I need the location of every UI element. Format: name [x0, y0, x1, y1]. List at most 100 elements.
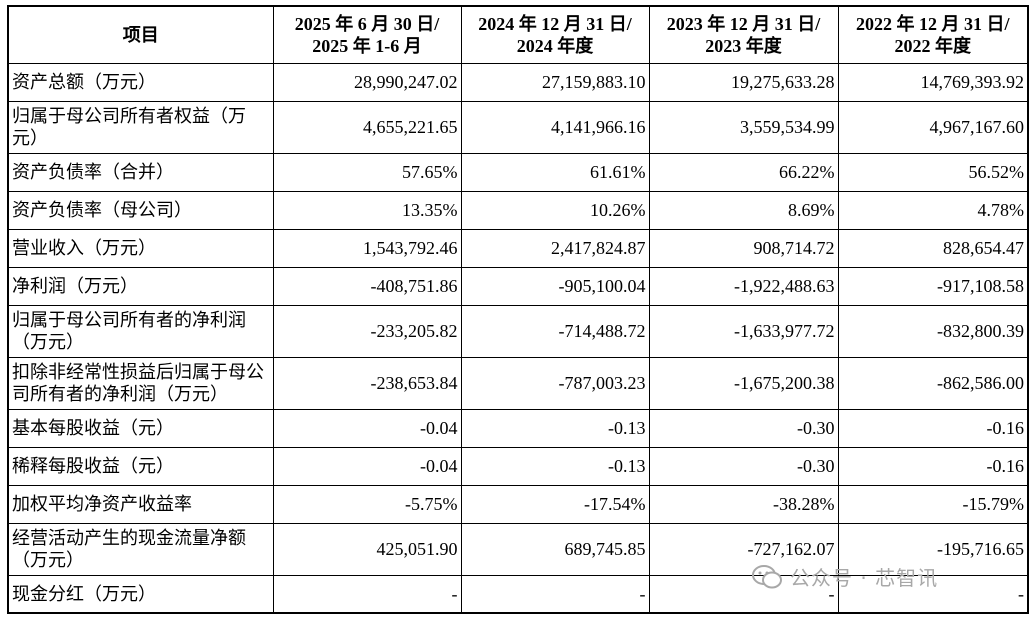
- table-row: 资产负债率（合并） 57.65% 61.61% 66.22% 56.52%: [7, 152, 1029, 192]
- value-cell: 4,141,966.16: [460, 100, 650, 154]
- value-cell: 56.52%: [837, 152, 1029, 192]
- value-cell: 61.61%: [460, 152, 650, 192]
- table-row: 归属于母公司所有者的净利润（万元） -233,205.82 -714,488.72-…: [7, 304, 1029, 358]
- value-cell: 27,159,883.10: [460, 62, 650, 102]
- header-text: 2022 年度: [894, 35, 972, 56]
- header-text: 2025 年 1-6 月: [312, 35, 422, 56]
- watermark: 公众号 · 芯智讯: [752, 562, 938, 591]
- value-cell: -1,922,488.63: [648, 266, 839, 306]
- value-cell: 689,745.85: [460, 522, 650, 576]
- row-label: 现金分红（万元）: [7, 574, 274, 614]
- value-cell: -1,675,200.38: [648, 356, 839, 410]
- value-cell: 4,655,221.65: [272, 100, 462, 154]
- value-cell: 28,990,247.02: [272, 62, 462, 102]
- table-row: 资产总额（万元） 28,990,247.02 27,159,883.10 19,275…: [7, 62, 1029, 102]
- header-cell: 2022 年 12 月 31 日/2022 年度: [837, 5, 1029, 64]
- value-cell: -195,716.65: [837, 522, 1029, 576]
- row-label: 扣除非经常性损益后归属于母公司所有者的净利润（万元）: [7, 356, 274, 410]
- table-row: 现金分红（万元） - - - -: [7, 574, 1029, 614]
- table-row: 经营活动产生的现金流量净额（万元） 425,051.90 689,745.85 -72…: [7, 522, 1029, 576]
- table-row: 归属于母公司所有者权益（万元） 4,655,221.65 4,141,966.16 3…: [7, 100, 1029, 154]
- row-label: 资产负债率（合并）: [7, 152, 274, 192]
- value-cell: 3,559,534.99: [648, 100, 839, 154]
- table-wrap: 项目 2025 年 6 月 30 日/2025 年 1-6 月 2024 年 12 …: [7, 5, 1029, 614]
- value-cell: 2,417,824.87: [460, 228, 650, 268]
- value-cell: -: [272, 574, 462, 614]
- value-cell: 908,714.72: [648, 228, 839, 268]
- value-cell: -0.16: [837, 408, 1029, 448]
- table-body: 资产总额（万元） 28,990,247.02 27,159,883.10 19,275…: [7, 62, 1029, 614]
- header-text: 2024 年 12 月 31 日/: [478, 13, 632, 34]
- row-label: 加权平均净资产收益率: [7, 484, 274, 524]
- table-row: 稀释每股收益（元） -0.04 -0.13 -0.30 -0.16: [7, 446, 1029, 486]
- table-row: 营业收入（万元） 1,543,792.46 2,417,824.87 908,714.…: [7, 228, 1029, 268]
- value-cell: 14,769,393.92: [837, 62, 1029, 102]
- value-cell: 1,543,792.46: [272, 228, 462, 268]
- value-cell: -38.28%: [648, 484, 839, 524]
- row-label: 资产总额（万元）: [7, 62, 274, 102]
- header-text: 2022 年 12 月 31 日/: [855, 13, 1010, 34]
- value-cell: -: [460, 574, 650, 614]
- value-cell: 57.65%: [272, 152, 462, 192]
- value-cell: 66.22%: [648, 152, 839, 192]
- value-cell: -0.30: [648, 408, 839, 448]
- value-cell: -5.75%: [272, 484, 462, 524]
- value-cell: -1,633,977.72: [648, 304, 839, 358]
- value-cell: 4.78%: [837, 190, 1029, 230]
- financial-table: 项目 2025 年 6 月 30 日/2025 年 1-6 月 2024 年 12 …: [7, 5, 1029, 614]
- value-cell: 13.35%: [272, 190, 462, 230]
- row-label: 净利润（万元）: [7, 266, 274, 306]
- value-cell: 10.26%: [460, 190, 650, 230]
- value-cell: -17.54%: [460, 484, 650, 524]
- value-cell: 4,967,167.60: [837, 100, 1029, 154]
- header-row: 项目 2025 年 6 月 30 日/2025 年 1-6 月 2024 年 12 …: [7, 5, 1029, 64]
- row-label: 经营活动产生的现金流量净额（万元）: [7, 522, 274, 576]
- row-label: 营业收入（万元）: [7, 228, 274, 268]
- value-cell: -: [648, 574, 839, 614]
- value-cell: 828,654.47: [837, 228, 1029, 268]
- row-label: 归属于母公司所有者的净利润（万元）: [7, 304, 274, 358]
- value-cell: -0.04: [272, 408, 462, 448]
- header-cell: 2025 年 6 月 30 日/2025 年 1-6 月: [272, 5, 462, 64]
- row-label: 基本每股收益（元）: [7, 408, 274, 448]
- value-cell: -238,653.84: [272, 356, 462, 410]
- value-cell: -905,100.04: [460, 266, 650, 306]
- watermark-text: 公众号 · 芯智讯: [790, 566, 939, 590]
- value-cell: -862,586.00: [837, 356, 1029, 410]
- value-cell: -0.16: [837, 446, 1029, 486]
- value-cell: -714,488.72: [460, 304, 650, 358]
- value-cell: -0.13: [460, 408, 650, 448]
- header-text: 2023 年 12 月 31 日/: [666, 13, 821, 34]
- value-cell: -0.13: [460, 446, 650, 486]
- header-cell: 2024 年 12 月 31 日/2024 年度: [460, 5, 650, 64]
- header-text: 项目: [122, 24, 159, 45]
- table-row: 净利润（万元） -408,751.86 -905,100.04 -1,922,488.…: [7, 266, 1029, 306]
- value-cell: -0.04: [272, 446, 462, 486]
- row-label: 稀释每股收益（元）: [7, 446, 274, 486]
- table-row: 扣除非经常性损益后归属于母公司所有者的净利润（万元） -238,653.84 -78…: [7, 356, 1029, 410]
- value-cell: -408,751.86: [272, 266, 462, 306]
- value-cell: -727,162.07: [648, 522, 839, 576]
- table-row: 资产负债率（母公司） 13.35% 10.26% 8.69% 4.78%: [7, 190, 1029, 230]
- wechat-icon: [752, 564, 782, 588]
- value-cell: -832,800.39: [837, 304, 1029, 358]
- value-cell: 19,275,633.28: [648, 62, 839, 102]
- header-cell: 2023 年 12 月 31 日/2023 年度: [648, 5, 839, 64]
- header-text: 2023 年度: [705, 35, 782, 56]
- row-label: 资产负债率（母公司）: [7, 190, 274, 230]
- value-cell: 8.69%: [648, 190, 839, 230]
- header-text: 2024 年度: [516, 35, 594, 56]
- value-cell: -15.79%: [837, 484, 1029, 524]
- value-cell: -787,003.23: [460, 356, 650, 410]
- table-row: 基本每股收益（元） -0.04 -0.13 -0.30 -0.16: [7, 408, 1029, 448]
- value-cell: 425,051.90: [272, 522, 462, 576]
- value-cell: -0.30: [648, 446, 839, 486]
- table-row: 加权平均净资产收益率 -5.75% -17.54% -38.28% -15.79%: [7, 484, 1029, 524]
- value-cell: -233,205.82: [272, 304, 462, 358]
- value-cell: -: [837, 574, 1029, 614]
- value-cell: -917,108.58: [837, 266, 1029, 306]
- header-cell: 项目: [7, 5, 274, 64]
- row-label: 归属于母公司所有者权益（万元）: [7, 100, 274, 154]
- header-text: 2025 年 6 月 30 日/: [294, 13, 440, 34]
